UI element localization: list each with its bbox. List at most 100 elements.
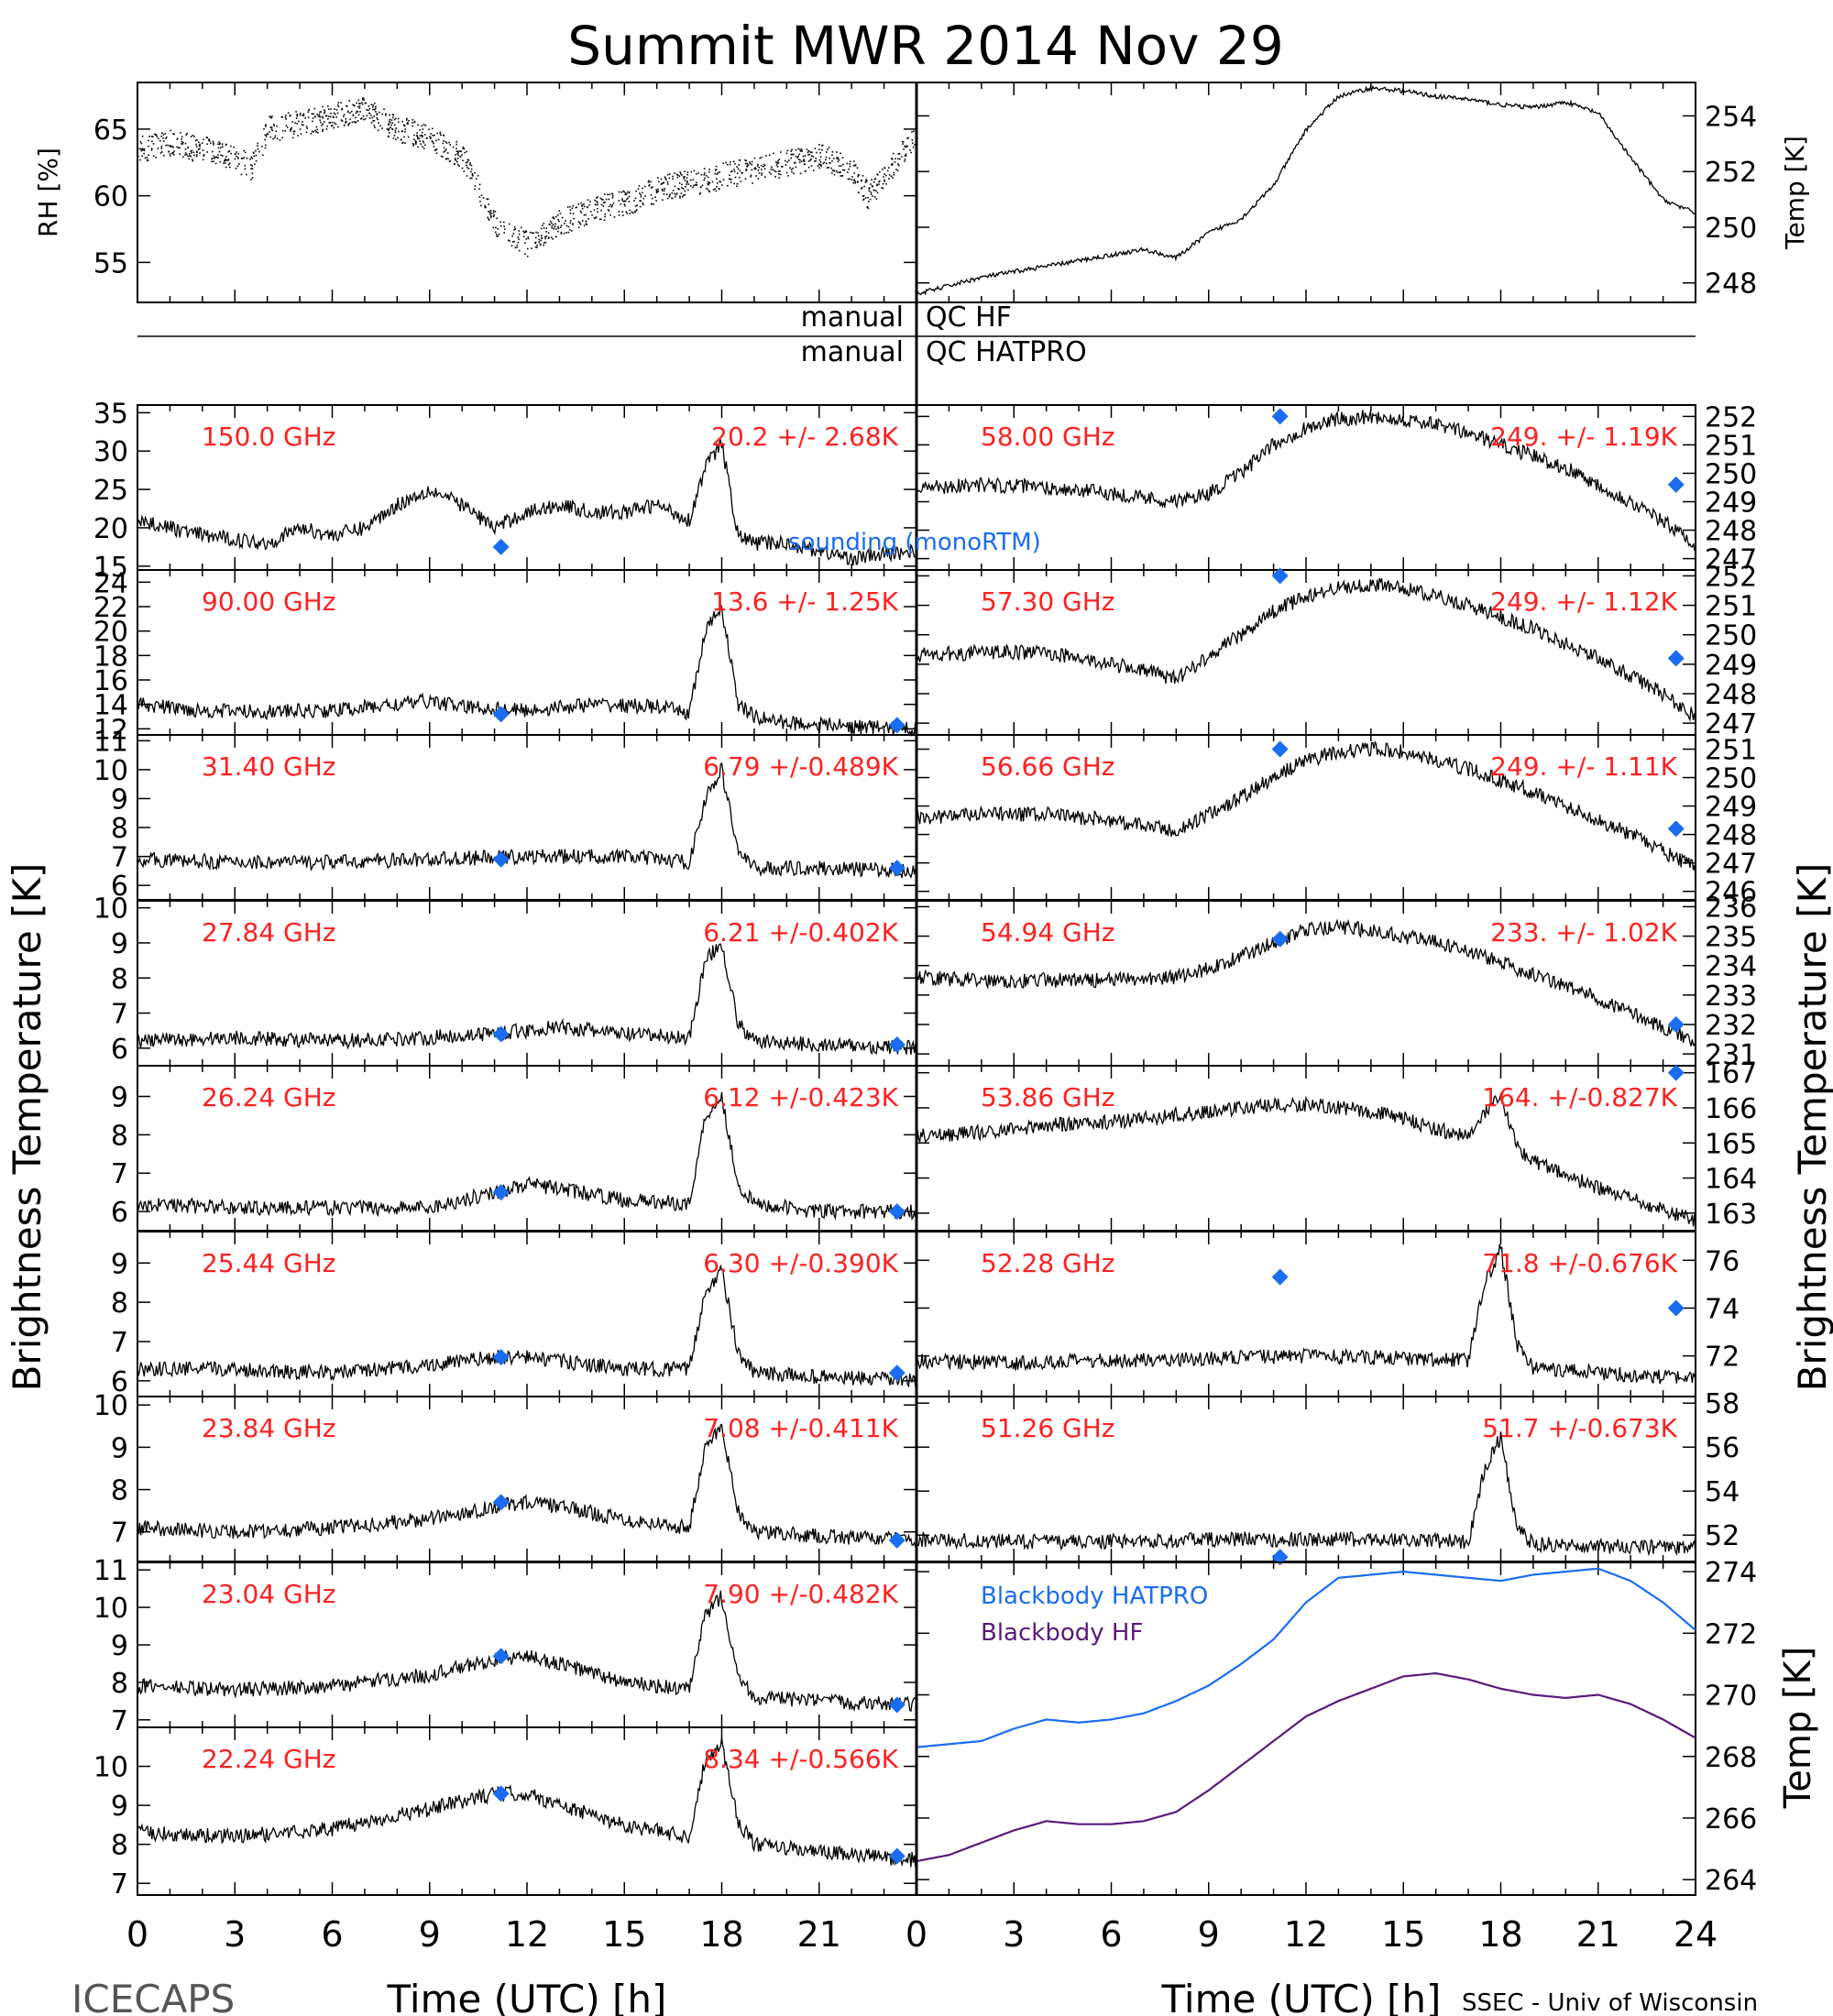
data-point — [714, 172, 716, 175]
data-point — [607, 209, 609, 211]
data-point — [333, 126, 335, 129]
data-point — [495, 231, 497, 234]
data-point — [882, 187, 884, 190]
data-point — [870, 183, 872, 185]
data-point — [575, 206, 577, 209]
data-point — [683, 176, 685, 178]
y-tick-label: 6 — [111, 1034, 128, 1066]
data-point — [165, 137, 167, 139]
data-point — [840, 165, 842, 167]
data-point — [176, 146, 178, 148]
data-point — [597, 202, 598, 203]
data-point — [763, 164, 766, 167]
data-point — [587, 199, 589, 201]
data-point — [395, 138, 397, 140]
data-point — [152, 143, 155, 145]
data-point — [494, 211, 497, 213]
data-point — [609, 193, 610, 196]
x-tick-label: 15 — [1381, 1914, 1425, 1955]
data-point — [628, 201, 631, 203]
data-point — [809, 159, 812, 161]
data-point — [874, 178, 877, 180]
data-point — [271, 129, 274, 132]
data-point — [371, 116, 374, 119]
data-point — [681, 187, 683, 189]
data-point — [585, 220, 587, 223]
y-tick-label: 10 — [93, 893, 128, 926]
data-point — [236, 155, 237, 158]
data-point — [537, 232, 539, 234]
y-tick-label: 249 — [1705, 488, 1757, 520]
data-point — [169, 153, 171, 155]
data-point — [443, 151, 445, 153]
data-point — [566, 206, 569, 208]
data-point — [366, 115, 368, 117]
sounding-marker — [1667, 1299, 1685, 1317]
data-point — [471, 174, 474, 176]
y-tick-label: 233 — [1705, 981, 1757, 1013]
data-point — [455, 159, 457, 161]
data-point — [809, 151, 812, 153]
data-point — [168, 150, 170, 153]
data-point — [406, 123, 409, 125]
data-point — [551, 222, 553, 225]
data-point — [395, 127, 397, 129]
data-point — [385, 114, 387, 116]
data-point — [621, 198, 623, 200]
data-point — [904, 145, 906, 148]
data-point — [819, 156, 822, 159]
data-point — [738, 164, 740, 166]
data-point — [613, 216, 616, 218]
y-tick-label: 7 — [111, 1705, 128, 1737]
data-point — [571, 207, 574, 210]
data-point — [729, 178, 730, 180]
panel-frame — [137, 82, 917, 303]
data-point — [681, 183, 683, 186]
data-point — [402, 141, 404, 144]
data-point — [359, 103, 361, 104]
channel-label: 57.30 GHz — [981, 586, 1115, 617]
data-point — [786, 161, 788, 163]
data-point — [144, 157, 147, 159]
data-point — [150, 149, 153, 151]
data-point — [272, 137, 274, 140]
data-point — [269, 136, 272, 138]
data-point — [791, 170, 793, 173]
data-point — [881, 187, 883, 189]
data-point — [833, 173, 836, 176]
data-point — [686, 181, 688, 182]
data-point — [749, 161, 751, 163]
sounding-marker — [492, 538, 510, 555]
data-point — [376, 113, 379, 115]
data-point — [810, 165, 813, 167]
data-point — [418, 137, 421, 139]
data-point — [315, 131, 317, 133]
data-point — [324, 109, 325, 111]
x-tick-label: 12 — [505, 1914, 549, 1955]
x-tick-label: 9 — [419, 1914, 441, 1955]
data-point — [821, 148, 823, 151]
data-point — [866, 206, 869, 209]
data-point — [554, 225, 556, 228]
data-point — [208, 138, 210, 140]
data-point — [379, 125, 382, 127]
data-point — [343, 115, 345, 117]
data-point — [162, 140, 165, 142]
y-tick-label: 56 — [1705, 1432, 1740, 1464]
data-point — [906, 145, 907, 148]
data-point — [378, 122, 379, 124]
data-point — [391, 128, 394, 131]
data-point — [385, 113, 387, 115]
y-tick-label: 74 — [1705, 1293, 1740, 1325]
data-point — [853, 160, 855, 162]
data-point — [331, 121, 334, 124]
data-point — [466, 166, 468, 169]
data-point — [246, 173, 247, 176]
data-point — [830, 167, 832, 170]
data-point — [660, 182, 663, 185]
data-point — [215, 156, 218, 159]
data-point — [249, 158, 251, 160]
y-tick-label: 10 — [93, 1390, 128, 1422]
data-point — [478, 183, 481, 186]
